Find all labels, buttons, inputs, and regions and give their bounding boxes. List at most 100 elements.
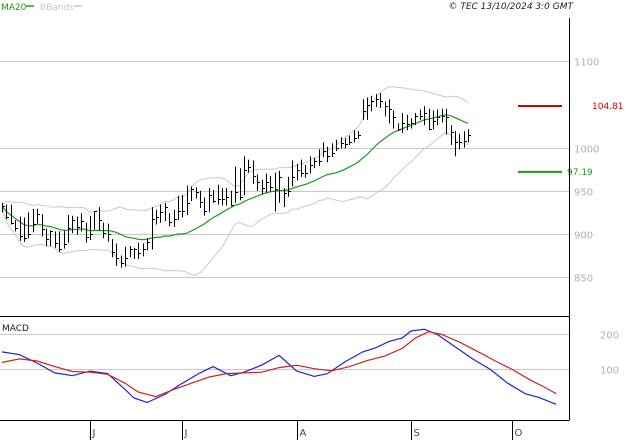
x-tick-label: O bbox=[515, 428, 523, 439]
macd-line bbox=[1, 328, 557, 405]
macd-panel: MACD 100 200 bbox=[0, 324, 619, 405]
ohlc-bar bbox=[147, 238, 150, 251]
ohlc-bar bbox=[266, 173, 269, 193]
ohlc-bar bbox=[191, 186, 194, 202]
x-tick-label: S bbox=[414, 428, 420, 439]
price-y-tick-label: 1100 bbox=[574, 58, 599, 69]
ohlc-bar bbox=[257, 174, 260, 191]
price-y-axis-labels: 850 900 950 1000 1100 bbox=[574, 58, 599, 285]
price-y-tick-label: 950 bbox=[574, 188, 593, 199]
macd-y-tick-label: 100 bbox=[600, 366, 619, 377]
ohlc-bar bbox=[327, 146, 330, 163]
ohlc-bar bbox=[437, 109, 440, 126]
ohlc-bar bbox=[169, 213, 172, 227]
ohlc-bar bbox=[442, 108, 445, 123]
ohlc-bar bbox=[108, 223, 111, 242]
ohlc-bar bbox=[349, 135, 352, 145]
ohlc-bar bbox=[380, 93, 383, 108]
ohlc-bar bbox=[446, 108, 449, 135]
ohlc-bar bbox=[125, 246, 128, 267]
ohlc-bar bbox=[262, 179, 265, 195]
price-y-tick-label: 900 bbox=[574, 231, 593, 242]
ohlc-bar bbox=[187, 185, 190, 215]
ohlc-bar bbox=[310, 156, 313, 174]
ohlc-bar bbox=[20, 216, 23, 241]
ohlc-bar bbox=[253, 160, 256, 184]
copyright-notice: © TEC 13/10/2024 3:0 GMT bbox=[448, 2, 574, 12]
ohlc-bar bbox=[226, 188, 229, 206]
ohlc-bar bbox=[389, 99, 392, 124]
ohlc-bar bbox=[11, 204, 14, 225]
ohlc-bar bbox=[160, 204, 163, 223]
ohlc-bar bbox=[37, 208, 40, 224]
legend-ma20-label: MA20 bbox=[1, 3, 27, 13]
ohlc-bar bbox=[367, 97, 370, 120]
ohlc-bar bbox=[292, 160, 295, 187]
ohlc-bar bbox=[354, 130, 357, 143]
macd-y-tick-label: 200 bbox=[600, 331, 619, 342]
ohlc-bar bbox=[72, 215, 75, 234]
ma20-line bbox=[1, 114, 469, 241]
ohlc-bar bbox=[46, 228, 49, 247]
ohlc-bar bbox=[411, 118, 414, 129]
ohlc-bar bbox=[55, 231, 58, 248]
ohlc-bar bbox=[323, 142, 326, 158]
ohlc-bar bbox=[305, 164, 308, 178]
ohlc-bar bbox=[468, 129, 471, 143]
ohlc-bar bbox=[86, 222, 89, 243]
ohlc-bar bbox=[222, 188, 225, 206]
bbands-lower-line bbox=[1, 131, 469, 276]
macd-signal-line bbox=[1, 331, 557, 398]
ohlc-bar bbox=[459, 133, 462, 150]
chart-frame bbox=[0, 18, 570, 421]
ohlc-bar bbox=[182, 195, 185, 218]
ohlc-bar bbox=[116, 243, 119, 266]
ohlc-bar bbox=[270, 176, 273, 192]
price-levels: 104.81 97.19 bbox=[518, 102, 624, 178]
x-tick-label: J bbox=[92, 428, 96, 439]
ohlc-bar bbox=[297, 163, 300, 181]
price-y-tick-label: 850 bbox=[574, 274, 593, 285]
ohlc-bar bbox=[358, 131, 361, 139]
ohlc-bar bbox=[130, 246, 133, 258]
ohlc-bar bbox=[231, 190, 234, 207]
ohlc-bar bbox=[134, 247, 137, 259]
ohlc-bar bbox=[415, 113, 418, 126]
ohlc-bar bbox=[464, 131, 467, 148]
ohlc-bar bbox=[6, 204, 9, 220]
x-tick-label: J bbox=[184, 428, 188, 439]
ohlc-bar bbox=[178, 195, 181, 221]
ohlc-bar bbox=[200, 190, 203, 209]
ohlc-bar bbox=[279, 170, 282, 203]
ohlc-bar bbox=[319, 149, 322, 166]
ohlc-bar bbox=[50, 230, 53, 247]
ma20-line-layer bbox=[1, 114, 469, 241]
ohlc-bar bbox=[363, 99, 366, 120]
ohlc-bar bbox=[275, 172, 278, 212]
ohlc-bar bbox=[213, 189, 216, 203]
x-tick-label: A bbox=[300, 428, 307, 439]
ohlc-bar bbox=[28, 212, 31, 239]
ohlc-bar bbox=[420, 109, 423, 120]
macd-y-axis-labels: 100 200 bbox=[600, 331, 619, 377]
ohlc-bar bbox=[429, 108, 432, 131]
price-panel: 104.81 97.19 850 900 950 1000 1100 bbox=[0, 58, 624, 285]
ohlc-bar bbox=[248, 159, 251, 173]
ohlc-bar bbox=[407, 114, 410, 131]
macd-gridlines bbox=[0, 334, 569, 370]
ohlc-bar bbox=[196, 187, 199, 199]
ohlc-bar bbox=[235, 166, 238, 203]
ohlc-bar bbox=[341, 137, 344, 149]
ohlc-bar bbox=[33, 208, 36, 233]
ohlc-bar bbox=[121, 255, 124, 268]
ohlc-bar bbox=[15, 220, 18, 232]
price-gridlines bbox=[0, 61, 569, 278]
ohlc-bars bbox=[2, 93, 471, 268]
ohlc-bar bbox=[336, 139, 339, 152]
ohlc-bar bbox=[209, 188, 212, 213]
legend-bbands-label: BBands bbox=[40, 3, 74, 13]
ohlc-bar bbox=[99, 207, 102, 231]
ohlc-bar bbox=[345, 138, 348, 149]
